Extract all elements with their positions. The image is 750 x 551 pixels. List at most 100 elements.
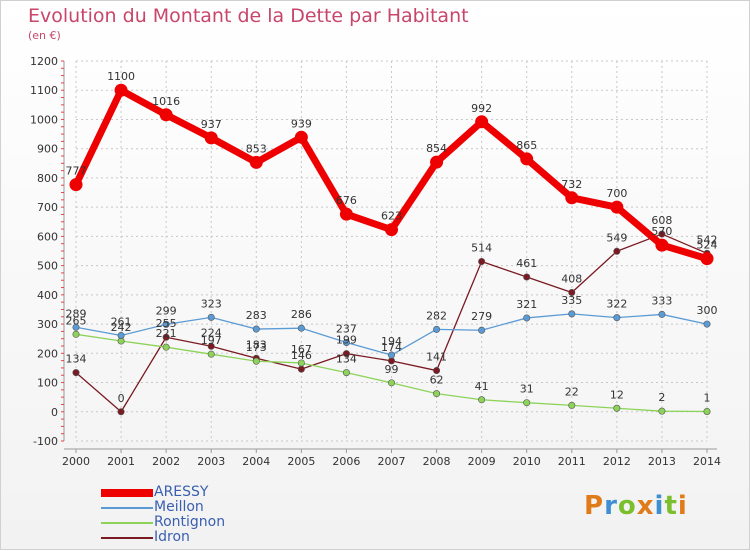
x-tick-label: 2011 <box>558 455 586 468</box>
legend-swatch-aressy <box>101 489 153 497</box>
data-point-aressy <box>610 200 624 214</box>
data-label-idron: 199 <box>336 334 357 347</box>
data-point-aressy <box>69 178 83 192</box>
data-label-idron: 146 <box>291 349 312 362</box>
data-label-idron: 0 <box>118 392 125 405</box>
data-label-aressy: 939 <box>291 117 312 130</box>
y-tick-label: 900 <box>37 143 58 156</box>
data-point-rontignon <box>252 357 260 365</box>
data-label-aressy: 854 <box>426 142 447 155</box>
data-label-rontignon: 41 <box>475 380 489 393</box>
data-label-rontignon: 197 <box>201 334 222 347</box>
data-label-rontignon: 12 <box>610 388 624 401</box>
data-label-rontignon: 31 <box>520 383 534 396</box>
chart-subtitle: (en €) <box>28 29 61 42</box>
logo-letter: r <box>604 491 618 521</box>
data-point-idron <box>72 369 80 377</box>
data-point-aressy <box>385 223 398 237</box>
data-point-meillon <box>387 351 395 359</box>
data-point-idron <box>162 333 170 341</box>
data-label-rontignon: 2 <box>658 391 665 404</box>
data-point-aressy <box>430 155 444 169</box>
data-label-meillon: 279 <box>471 310 492 323</box>
x-tick-label: 2008 <box>423 455 451 468</box>
data-point-meillon <box>207 313 215 321</box>
data-label-aressy: 1016 <box>152 95 180 108</box>
data-label-meillon: 299 <box>156 304 177 317</box>
data-point-idron <box>478 258 486 266</box>
y-tick-label: 400 <box>37 289 58 302</box>
y-tick-label: 1200 <box>30 55 58 68</box>
data-point-meillon <box>658 310 666 318</box>
data-point-rontignon <box>523 399 531 407</box>
data-label-idron: 183 <box>246 338 267 351</box>
data-label-idron: 141 <box>426 351 447 364</box>
data-label-rontignon: 134 <box>336 353 357 366</box>
data-point-meillon <box>613 314 621 322</box>
data-label-aressy: 865 <box>516 139 537 152</box>
data-label-meillon: 282 <box>426 309 447 322</box>
data-label-idron: 608 <box>651 214 672 227</box>
data-point-aressy <box>700 252 714 266</box>
data-point-idron <box>658 230 666 238</box>
data-label-meillon: 335 <box>561 294 582 307</box>
data-label-rontignon: 1 <box>704 391 711 404</box>
x-tick-label: 2001 <box>107 455 135 468</box>
data-label-aressy: 853 <box>246 142 267 155</box>
data-point-aressy <box>294 130 308 144</box>
x-tick-label: 2013 <box>648 455 676 468</box>
data-point-aressy <box>114 83 128 97</box>
data-point-aressy <box>339 207 353 221</box>
data-label-aressy: 1100 <box>107 70 135 83</box>
data-point-meillon <box>703 320 711 328</box>
data-label-aressy: 570 <box>651 225 672 238</box>
x-tick-label: 2002 <box>152 455 180 468</box>
y-tick-label: 200 <box>37 347 58 360</box>
data-label-meillon: 300 <box>697 304 718 317</box>
data-label-aressy: 732 <box>561 178 582 191</box>
x-tick-label: 2000 <box>62 455 90 468</box>
legend-label-rontignon: Rontignon <box>154 514 226 530</box>
legend-label-meillon: Meillon <box>154 499 204 515</box>
data-point-meillon <box>297 324 305 332</box>
data-label-rontignon: 99 <box>385 363 399 376</box>
data-point-meillon <box>568 310 576 318</box>
data-label-aressy: 676 <box>336 194 357 207</box>
data-label-rontignon: 62 <box>430 374 444 387</box>
data-point-aressy <box>565 191 579 205</box>
legend-swatch-meillon <box>101 507 153 509</box>
data-label-idron: 255 <box>156 317 177 330</box>
data-label-meillon: 261 <box>111 315 132 328</box>
x-tick-label: 2005 <box>287 455 315 468</box>
data-point-aressy <box>520 152 534 166</box>
data-point-rontignon <box>297 359 305 367</box>
logo-letter: o <box>617 491 637 521</box>
data-point-rontignon <box>387 379 395 387</box>
data-point-idron <box>613 247 621 255</box>
x-tick-label: 2006 <box>332 455 360 468</box>
data-label-aressy: 937 <box>201 118 222 131</box>
y-tick-label: 0 <box>51 406 58 419</box>
data-label-aressy: 700 <box>606 187 627 200</box>
data-point-rontignon <box>658 407 666 415</box>
data-label-rontignon: 167 <box>291 343 312 356</box>
data-label-idron: 514 <box>471 242 492 255</box>
data-point-meillon <box>478 326 486 334</box>
y-tick-label: 600 <box>37 230 58 243</box>
data-point-rontignon <box>568 401 576 409</box>
data-label-aressy: 524 <box>697 239 718 252</box>
data-label-aressy: 623 <box>381 210 402 223</box>
y-tick-label: 500 <box>37 260 58 273</box>
x-tick-label: 2012 <box>603 455 631 468</box>
legend-swatch-idron <box>101 537 153 539</box>
logo-letter: t <box>664 491 678 521</box>
data-label-meillon: 323 <box>201 297 222 310</box>
data-label-meillon: 283 <box>246 309 267 322</box>
data-point-meillon <box>523 314 531 322</box>
data-label-rontignon: 22 <box>565 385 579 398</box>
x-tick-label: 2009 <box>468 455 496 468</box>
data-point-idron <box>297 365 305 373</box>
data-label-meillon: 237 <box>336 322 357 335</box>
x-tick-label: 2010 <box>513 455 541 468</box>
